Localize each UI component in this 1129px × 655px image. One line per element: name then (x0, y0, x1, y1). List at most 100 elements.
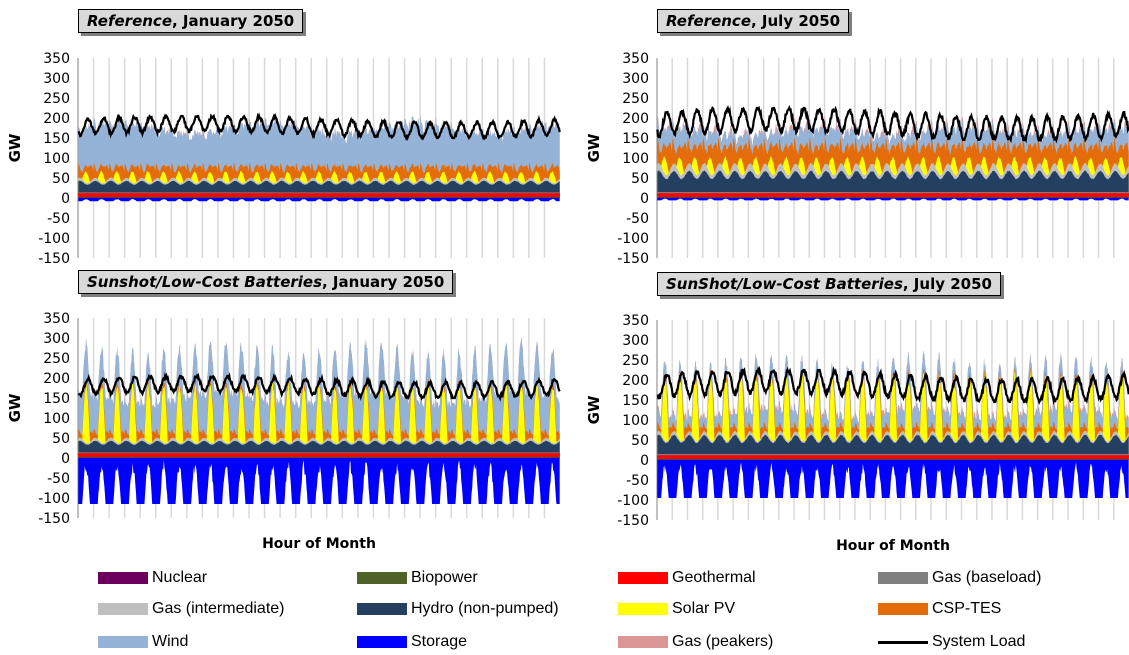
y-tick-label: -150 (38, 511, 70, 527)
legend-label: System Load (932, 633, 1026, 650)
area-storage (78, 458, 560, 504)
y-tick-label: -150 (617, 251, 649, 267)
y-tick-label: -50 (626, 473, 649, 489)
y-tick-label: 300 (622, 71, 649, 87)
y-tick-label: 200 (43, 371, 70, 387)
legend-label: Wind (152, 633, 189, 650)
y-tick-label: 350 (622, 313, 649, 329)
y-tick-label: 0 (640, 191, 649, 207)
legend-label: Biopower (411, 569, 478, 586)
y-tick-label: -150 (38, 251, 70, 267)
y-axis-label: GW (585, 133, 603, 162)
legend-item-hydro: Hydro (non-pumped) (357, 598, 559, 620)
y-axis-label: GW (585, 395, 603, 424)
legend-label: Gas (peakers) (672, 633, 774, 650)
y-tick-label: 300 (43, 71, 70, 87)
y-tick-label: 0 (61, 451, 70, 467)
legend-swatch-nuclear (98, 572, 148, 584)
y-tick-label: 150 (622, 131, 649, 147)
legend-label: Geothermal (672, 569, 756, 586)
area-hydro (657, 170, 1129, 198)
legend-swatch-geothermal (618, 572, 668, 584)
y-tick-label: 200 (622, 111, 649, 127)
legend-item-csp-tes: CSP-TES (878, 598, 1001, 620)
legend-line-system-load (878, 640, 928, 644)
line-system-load (656, 365, 1129, 406)
legend-item-gas-peakers: Gas (peakers) (618, 631, 773, 653)
y-tick-label: 350 (43, 311, 70, 327)
area-hydro (657, 434, 1129, 460)
y-tick-label: 100 (43, 411, 70, 427)
legend-label: Storage (411, 633, 468, 650)
legend-swatch-biopower (357, 572, 407, 584)
panel-sunshot-january: 350 300 250 200 150 100 50 0 -50 -100 -150 GW Hour o… (6, 311, 561, 552)
area-storage (78, 198, 560, 202)
stacked-dispatch-figure: 350 300 250 200 150 100 50 0 -50 -100 -150 GW 350 300… (6, 51, 1129, 554)
y-tick-label: -100 (617, 493, 649, 509)
y-tick-label: 100 (43, 151, 70, 167)
y-tick-label: -50 (47, 211, 70, 227)
area-storage (657, 198, 1129, 201)
y-axis-label: GW (6, 393, 24, 422)
line-system-load (77, 372, 561, 402)
y-axis-label: GW (6, 133, 24, 162)
legend-label: Gas (intermediate) (152, 600, 285, 617)
legend-item-gas-intermediate: Gas (intermediate) (98, 598, 285, 620)
legend-label: Gas (baseload) (932, 569, 1042, 586)
legend-label: CSP-TES (932, 600, 1002, 617)
legend-item-storage: Storage (357, 631, 467, 653)
y-tick-label: 150 (43, 391, 70, 407)
legend-swatch-gas-intermediate (98, 603, 148, 615)
panel-title-reference-july: Reference, July 2050 (657, 9, 850, 33)
legend-label: Solar PV (672, 600, 736, 617)
legend-item-gas-baseload: Gas (baseload) (878, 567, 1041, 589)
legend-item-system-load: System Load (878, 631, 1025, 653)
y-tick-label: 100 (622, 413, 649, 429)
area-storage (657, 460, 1129, 498)
y-tick-label: 250 (622, 91, 649, 107)
legend-item-nuclear: Nuclear (98, 567, 207, 589)
line-system-load (77, 112, 561, 141)
y-tick-label: -50 (626, 211, 649, 227)
panel-title-sunshot-july: SunShot/Low-Cost Batteries, July 2050 (657, 272, 1001, 296)
legend-swatch-storage (357, 636, 407, 648)
y-tick-label: 50 (631, 433, 649, 449)
legend-label: Nuclear (152, 569, 208, 586)
y-tick-label: -50 (47, 471, 70, 487)
y-tick-label: 200 (43, 111, 70, 127)
y-tick-label: -100 (617, 231, 649, 247)
y-tick-label: 0 (640, 453, 649, 469)
x-axis-label: Hour of Month (262, 536, 376, 552)
legend-swatch-gas-peakers (618, 636, 668, 648)
y-tick-label: 350 (622, 51, 649, 67)
legend-swatch-wind (98, 636, 148, 648)
legend-item-wind: Wind (98, 631, 188, 653)
panel-sunshot-july: 350 300 250 200 150 100 50 0 -50 -100 -150 GW Hour o… (585, 313, 1129, 554)
legend-swatch-gas-baseload (878, 572, 928, 584)
y-tick-label: 300 (622, 333, 649, 349)
x-axis-label: Hour of Month (836, 538, 950, 554)
y-tick-label: 250 (43, 351, 70, 367)
band-geothermal (657, 193, 1129, 196)
legend-item-biopower: Biopower (357, 567, 478, 589)
y-tick-label: 50 (631, 171, 649, 187)
legend: Nuclear Biopower Geothermal Gas (baseloa… (0, 560, 1129, 655)
y-tick-label: 100 (622, 151, 649, 167)
panel-title-reference-january: Reference, January 2050 (78, 9, 304, 33)
y-tick-label: 150 (622, 393, 649, 409)
legend-swatch-solar-pv (618, 603, 668, 615)
y-tick-label: 350 (43, 51, 70, 67)
y-tick-label: 50 (52, 171, 70, 187)
y-tick-label: -100 (38, 231, 70, 247)
legend-swatch-hydro (357, 603, 407, 615)
panel-reference-july: 350 300 250 200 150 100 50 0 -50 -100 -150 GW (585, 51, 1129, 267)
legend-label: Hydro (non-pumped) (411, 600, 559, 617)
y-tick-label: 300 (43, 331, 70, 347)
band-geothermal (78, 453, 560, 456)
panel-reference-january: 350 300 250 200 150 100 50 0 -50 -100 -150 GW (6, 51, 561, 267)
panel-title-sunshot-january: Sunshot/Low-Cost Batteries, January 2050 (78, 270, 454, 294)
y-tick-label: 250 (622, 353, 649, 369)
band-geothermal (657, 455, 1129, 458)
y-tick-label: -100 (38, 491, 70, 507)
y-tick-label: 150 (43, 131, 70, 147)
